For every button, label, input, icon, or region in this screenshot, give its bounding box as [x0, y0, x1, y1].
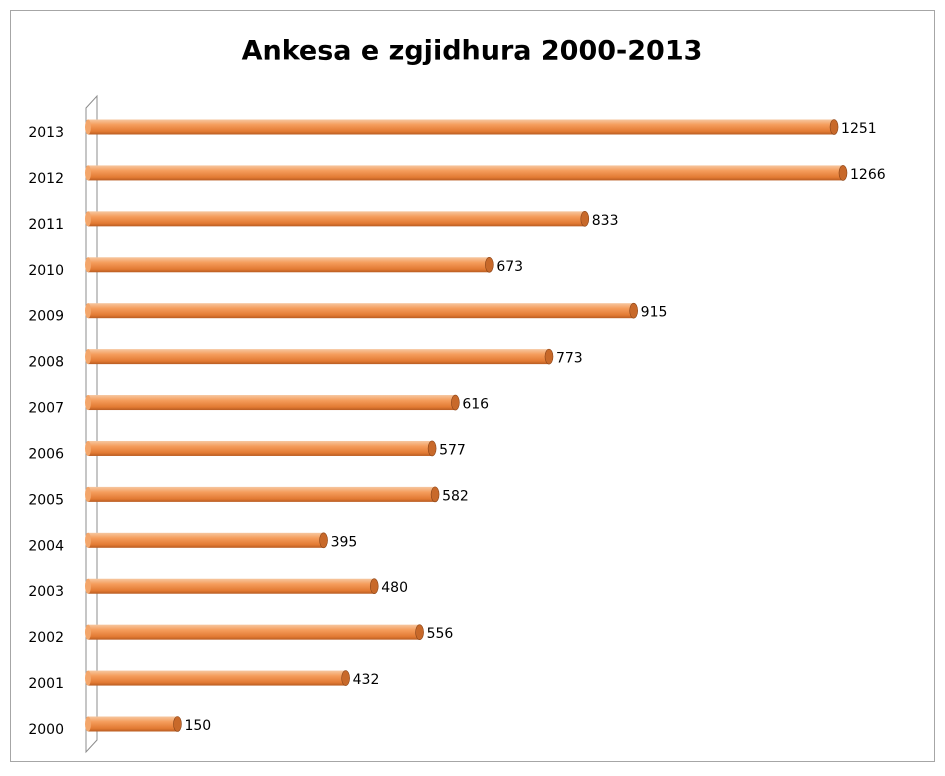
bar	[88, 303, 634, 319]
bar	[88, 670, 346, 686]
bar-cap	[485, 256, 494, 273]
bar-base	[85, 257, 91, 273]
bar-cap	[544, 348, 554, 365]
value-label: 833	[592, 213, 619, 229]
bar-base	[85, 165, 91, 181]
bar	[88, 486, 436, 502]
y-tick-label: 2012	[28, 171, 64, 187]
bar-base	[85, 349, 91, 365]
y-tick-label: 2001	[28, 676, 64, 692]
bar	[88, 211, 585, 227]
y-tick-label: 2002	[28, 630, 64, 646]
bar-cap	[319, 532, 328, 549]
bar-base	[85, 119, 91, 135]
bar-base	[85, 624, 91, 640]
bar-base	[85, 578, 91, 594]
y-tick-label: 2005	[28, 492, 64, 508]
value-label: 577	[439, 442, 466, 458]
y-tick-label: 2010	[28, 263, 64, 279]
bar	[88, 440, 433, 456]
bar-base	[85, 303, 91, 319]
bar	[88, 578, 375, 594]
y-tick-label: 2009	[28, 309, 64, 325]
bar-cap	[173, 716, 182, 732]
bar-cap	[369, 578, 379, 595]
bar-cap	[427, 440, 437, 457]
y-tick-label: 2013	[28, 125, 64, 141]
y-tick-label: 2000	[28, 722, 64, 738]
bar-cap	[629, 302, 638, 319]
value-label: 150	[184, 718, 211, 734]
value-label: 673	[496, 259, 523, 275]
value-label: 616	[462, 397, 489, 413]
bar-cap	[580, 211, 590, 227]
bar	[88, 257, 490, 273]
value-label: 395	[331, 534, 358, 550]
value-label: 556	[427, 626, 454, 642]
bar-base	[85, 486, 91, 502]
bar-cap	[838, 165, 848, 181]
bar-cap	[341, 670, 350, 686]
bar	[88, 532, 324, 548]
bar	[88, 716, 178, 732]
bar-cap	[451, 394, 460, 411]
bar	[88, 624, 420, 640]
value-label: 582	[442, 488, 469, 504]
bar-cap	[415, 624, 424, 640]
value-label: 480	[381, 580, 408, 596]
bar-base	[85, 440, 91, 456]
bar-base	[85, 532, 91, 548]
y-tick-label: 2007	[28, 401, 64, 417]
bar-base	[85, 211, 91, 227]
bar-cap	[829, 119, 839, 135]
value-label: 915	[641, 305, 668, 321]
bar-base	[85, 395, 91, 411]
value-label: 432	[353, 672, 380, 688]
bar	[88, 349, 549, 365]
y-tick-label: 2004	[28, 538, 64, 554]
bar	[88, 165, 843, 181]
bar	[88, 395, 456, 411]
y-tick-label: 2003	[28, 584, 64, 600]
bar-base	[85, 716, 91, 732]
y-tick-label: 2006	[28, 446, 64, 462]
bar-base	[85, 670, 91, 686]
y-tick-label: 2011	[28, 217, 64, 233]
value-label: 1266	[850, 167, 886, 183]
chart-title: Ankesa e zgjidhura 2000-2013	[242, 36, 703, 67]
value-label: 1251	[841, 121, 877, 137]
y-tick-label: 2008	[28, 355, 64, 371]
value-label: 773	[556, 351, 583, 367]
bar	[88, 119, 835, 135]
bar-cap	[430, 486, 440, 503]
